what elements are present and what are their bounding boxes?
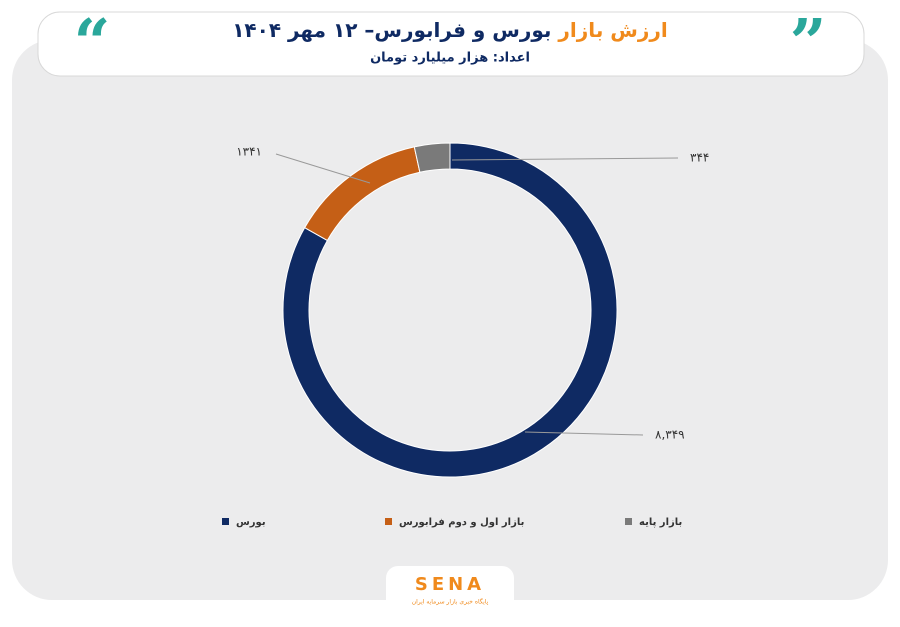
leader-line (451, 157, 679, 161)
donut-segment (282, 142, 618, 478)
logo-tagline: پایگاه خبری بازار سرمایه ایران (412, 598, 489, 606)
panel (12, 40, 888, 600)
quote-left: “ (74, 6, 111, 81)
header (37, 11, 865, 77)
legend-swatch (625, 518, 632, 525)
logo-box (386, 566, 514, 612)
legend-swatch (222, 518, 229, 525)
donut-segment (413, 142, 451, 173)
title-highlight: ارزش بازار (557, 18, 667, 42)
leader-line (524, 431, 644, 436)
data-label: ۳۴۴ (690, 151, 709, 165)
leader-line (275, 153, 371, 184)
chart-title: ارزش بازار بورس و فرابورس– ۱۲ مهر ۱۴۰۴ (232, 18, 668, 42)
legend-label: بورس (236, 517, 266, 528)
legend-label: بازار پایه (639, 517, 682, 528)
logo: SENA (415, 574, 485, 595)
data-label: ۱۳۴۱ (236, 145, 262, 159)
legend-label: بازار اول و دوم فرابورس (399, 517, 524, 528)
title-main: بورس و فرابورس– ۱۲ مهر ۱۴۰۴ (232, 18, 551, 42)
quote-right: ” (790, 6, 827, 81)
data-label: ۸,۳۴۹ (655, 428, 685, 442)
legend-swatch (385, 518, 392, 525)
chart-subtitle: اعداد: هزار میلیارد تومان (370, 51, 530, 66)
